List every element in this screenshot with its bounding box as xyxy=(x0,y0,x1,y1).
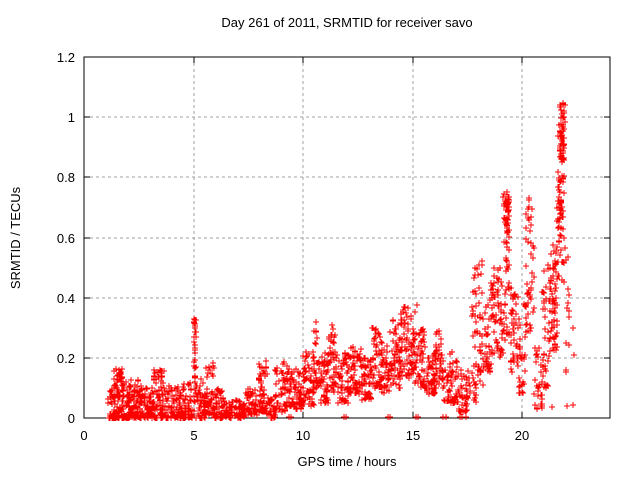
y-tick-label: 1 xyxy=(68,110,75,125)
data-points-series xyxy=(105,100,577,421)
y-tick-label: 0.4 xyxy=(57,291,75,306)
y-tick-label: 0.8 xyxy=(57,170,75,185)
y-tick-label: 0.2 xyxy=(57,351,75,366)
grid-lines xyxy=(84,57,610,418)
chart-title: Day 261 of 2011, SRMTID for receiver sav… xyxy=(221,15,473,30)
y-tick-label: 0 xyxy=(68,411,75,426)
x-tick-label: 20 xyxy=(515,428,529,443)
y-tick-label: 0.6 xyxy=(57,231,75,246)
plot-frame xyxy=(83,56,611,419)
x-tick-label: 5 xyxy=(190,428,197,443)
y-tick-label: 1.2 xyxy=(57,50,75,65)
x-tick-label: 10 xyxy=(296,428,310,443)
x-tick-label: 15 xyxy=(406,428,420,443)
x-tick-label: 0 xyxy=(80,428,87,443)
x-axis-title: GPS time / hours xyxy=(297,454,397,469)
